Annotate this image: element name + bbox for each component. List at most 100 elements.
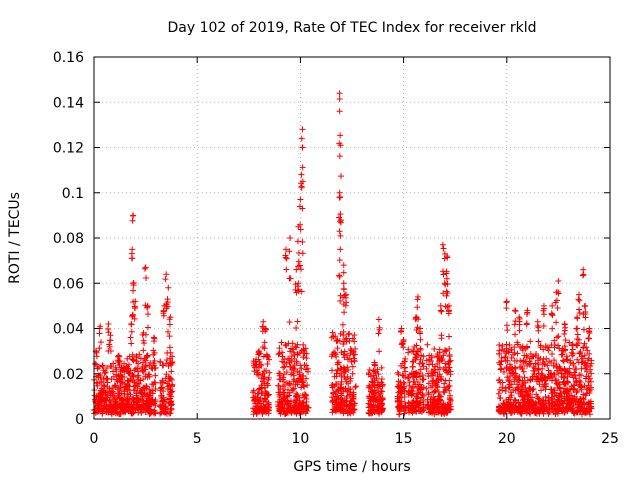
data-point	[554, 305, 561, 312]
data-point	[164, 356, 171, 363]
data-point	[368, 403, 375, 410]
data-point	[442, 360, 449, 367]
data-point	[568, 349, 575, 356]
data-point	[91, 392, 98, 399]
data-point	[519, 343, 526, 350]
data-point	[428, 368, 435, 375]
data-point	[413, 327, 420, 334]
data-point	[168, 405, 175, 412]
data-point	[298, 135, 305, 142]
data-point	[375, 371, 382, 378]
data-point	[409, 399, 416, 406]
data-point	[560, 358, 567, 365]
data-point	[573, 379, 580, 386]
data-point	[127, 375, 134, 382]
data-point	[556, 384, 563, 391]
data-point	[524, 362, 531, 369]
data-point	[129, 406, 136, 413]
data-point	[495, 407, 502, 414]
data-point	[446, 345, 453, 352]
data-point	[351, 400, 358, 407]
data-point	[436, 405, 443, 412]
data-point	[164, 380, 171, 387]
data-point	[561, 321, 568, 328]
data-point	[420, 397, 427, 404]
data-point	[568, 383, 575, 390]
data-point	[150, 351, 157, 358]
data-point	[106, 343, 113, 350]
data-point	[555, 379, 562, 386]
data-point	[401, 364, 408, 371]
data-point	[532, 360, 539, 367]
data-point	[105, 320, 112, 327]
data-point	[534, 322, 541, 329]
data-point	[414, 296, 421, 303]
data-point	[256, 359, 263, 366]
data-point	[503, 299, 510, 306]
data-point	[295, 288, 302, 295]
data-point	[264, 401, 271, 408]
data-point	[512, 370, 519, 377]
data-point	[520, 358, 527, 365]
data-point	[164, 396, 171, 403]
data-point	[341, 348, 348, 355]
data-point	[333, 393, 340, 400]
data-point	[379, 407, 386, 414]
data-point	[121, 391, 128, 398]
data-point	[574, 331, 581, 338]
data-point	[504, 357, 511, 364]
data-point	[530, 363, 537, 370]
data-point	[533, 391, 540, 398]
x-tick-label: 20	[498, 431, 516, 447]
data-point	[579, 272, 586, 279]
data-point	[423, 357, 430, 364]
data-point	[349, 335, 356, 342]
data-point	[333, 370, 340, 377]
data-point	[412, 381, 419, 388]
data-point	[496, 341, 503, 348]
data-point	[266, 356, 273, 363]
data-point	[420, 353, 427, 360]
data-point	[298, 365, 305, 372]
data-point	[372, 362, 379, 369]
x-tick-label: 10	[291, 431, 309, 447]
data-point	[556, 345, 563, 352]
data-point	[295, 250, 302, 257]
data-point	[445, 383, 452, 390]
data-point	[139, 398, 146, 405]
data-point	[163, 271, 170, 278]
data-point	[376, 324, 383, 331]
data-point	[542, 376, 549, 383]
data-point	[559, 408, 566, 415]
data-point	[583, 406, 590, 413]
data-point	[293, 324, 300, 331]
data-point	[340, 332, 347, 339]
data-point	[299, 164, 306, 171]
data-point	[497, 395, 504, 402]
data-point	[132, 382, 139, 389]
data-point	[498, 365, 505, 372]
data-point	[162, 276, 169, 283]
data-point	[366, 382, 373, 389]
data-point	[95, 408, 102, 415]
x-tick-label: 25	[601, 431, 619, 447]
data-point	[280, 364, 287, 371]
data-point	[573, 378, 580, 385]
data-point	[564, 357, 571, 364]
data-point	[551, 357, 558, 364]
data-point	[540, 399, 547, 406]
data-point	[415, 370, 422, 377]
data-point	[158, 384, 165, 391]
data-point	[158, 395, 165, 402]
data-point	[291, 362, 298, 369]
data-point	[538, 370, 545, 377]
data-point	[545, 347, 552, 354]
data-point	[336, 153, 343, 160]
y-tick-label: 0.12	[53, 141, 84, 157]
data-point	[166, 321, 173, 328]
data-point	[297, 362, 304, 369]
data-point	[367, 388, 374, 395]
data-point	[553, 289, 560, 296]
data-point	[295, 258, 302, 265]
data-point	[351, 400, 358, 407]
